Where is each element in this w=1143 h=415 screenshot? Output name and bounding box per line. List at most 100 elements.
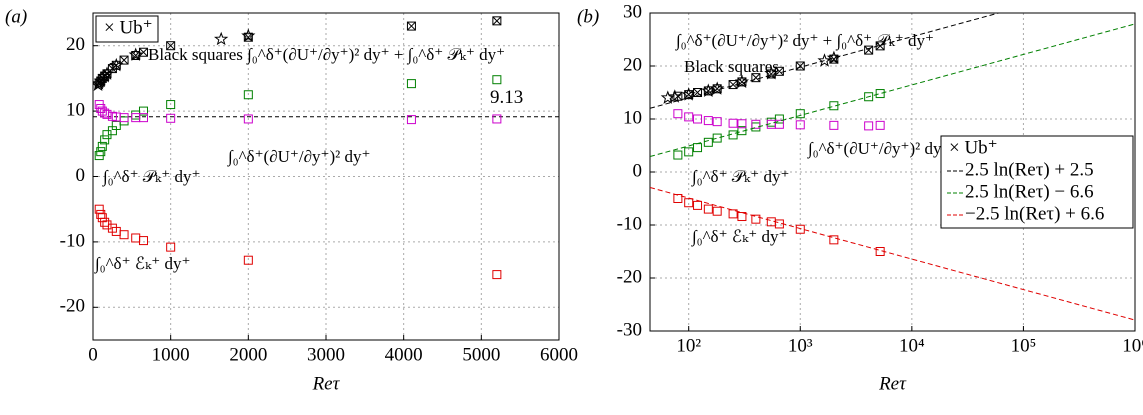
square-marker [703,116,713,126]
marker-cross [139,47,148,57]
square-marker [728,118,738,128]
marker-cross [864,45,873,55]
square-marker [751,119,761,129]
square-marker [100,217,110,227]
marker-box [492,16,502,26]
marker-box [100,135,110,145]
star-marker [241,28,256,42]
square-marker [684,198,694,208]
legend-label: −2.5 ln(Reτ) + 6.6 [965,203,1104,224]
star-marker [99,66,115,80]
marker-box [138,47,148,57]
marker-box [684,147,694,157]
marker-cross [166,41,176,51]
marker-box [673,109,683,119]
annotation: ∫₀^δ⁺(∂U⁺/∂y⁺)² dy⁺ + ∫₀^δ⁺ 𝒫ₖ⁺ dy⁺ [675,31,934,51]
boxx-marker [864,45,874,55]
star-marker [660,90,675,104]
square-marker [829,101,839,111]
star-marker [826,50,841,65]
square-marker [795,109,805,119]
y-tick-label: 10 [66,99,85,120]
marker-cross [673,91,683,101]
marker-box [774,119,784,129]
boxx-marker [406,21,416,31]
marker-box [96,147,106,157]
marker-box [406,115,416,125]
square-marker [243,114,253,124]
y-tick-label: -10 [60,230,85,251]
marker-box [166,41,176,51]
marker-box [119,55,129,65]
square-marker [119,113,129,123]
y-tick-label: -10 [617,213,642,234]
square-marker [119,230,129,240]
square-marker [829,120,839,130]
y-tick-label: 30 [623,1,642,22]
marker-box [712,117,722,127]
marker-box [712,206,722,216]
marker-box [875,89,885,99]
marker-box [119,116,129,126]
x-tick-label: 1000 [152,344,190,365]
marker-box [751,214,761,224]
y-tick-label: 10 [623,107,642,128]
marker-box [737,119,747,129]
marker-box [138,236,148,246]
marker-box [166,113,176,123]
marker-box [492,75,502,85]
square-marker [138,106,148,116]
panel-label: (b) [577,6,599,27]
square-marker [673,194,683,203]
x-tick-label: 10⁵ [1011,335,1037,356]
legend-box [940,135,1134,229]
boxx-marker [875,41,885,51]
star-marker [817,53,832,67]
marker-box [138,106,148,116]
marker-box [406,21,416,31]
square-marker [406,79,416,89]
marker-box [795,61,805,71]
marker-box [243,255,253,265]
square-marker [138,236,148,246]
marker-cross [795,61,805,71]
x-tick-label: 4000 [385,344,423,365]
square-marker [131,110,141,120]
panel-label: (a) [5,6,27,27]
marker-box [119,230,129,240]
marker-box [875,41,885,51]
marker-box [243,114,253,124]
square-marker [97,141,107,151]
star-marker [128,47,143,61]
square-marker [684,112,694,122]
x-tick-label: 10³ [788,335,813,356]
marker-box [673,194,683,203]
star-marker [710,81,725,95]
marker-box [875,120,885,130]
legend-label: 2.5 ln(Reτ) + 2.5 [965,159,1094,180]
marker-cross [728,80,738,89]
x-tick-label: 3000 [307,344,345,365]
marker-box [728,209,738,219]
legend-label: × Ub⁺ [949,137,998,158]
marker-box [751,73,761,83]
square-marker [131,233,141,243]
marker-box [829,101,839,111]
square-marker [737,212,747,222]
square-marker [119,116,129,126]
marker-box [795,120,805,130]
y-tick-label: 0 [633,160,643,181]
y-tick-label: -20 [617,266,642,287]
marker-box [693,200,703,210]
marker-box [94,204,104,214]
fit-line [650,23,1135,158]
marker-box [693,143,703,153]
marker-box [97,141,107,151]
square-marker [751,214,761,224]
marker-box [737,212,747,222]
square-marker [703,137,713,147]
legend-label: 2.5 ln(Reτ) − 6.6 [965,181,1094,202]
x-tick-label: 0 [88,344,98,365]
